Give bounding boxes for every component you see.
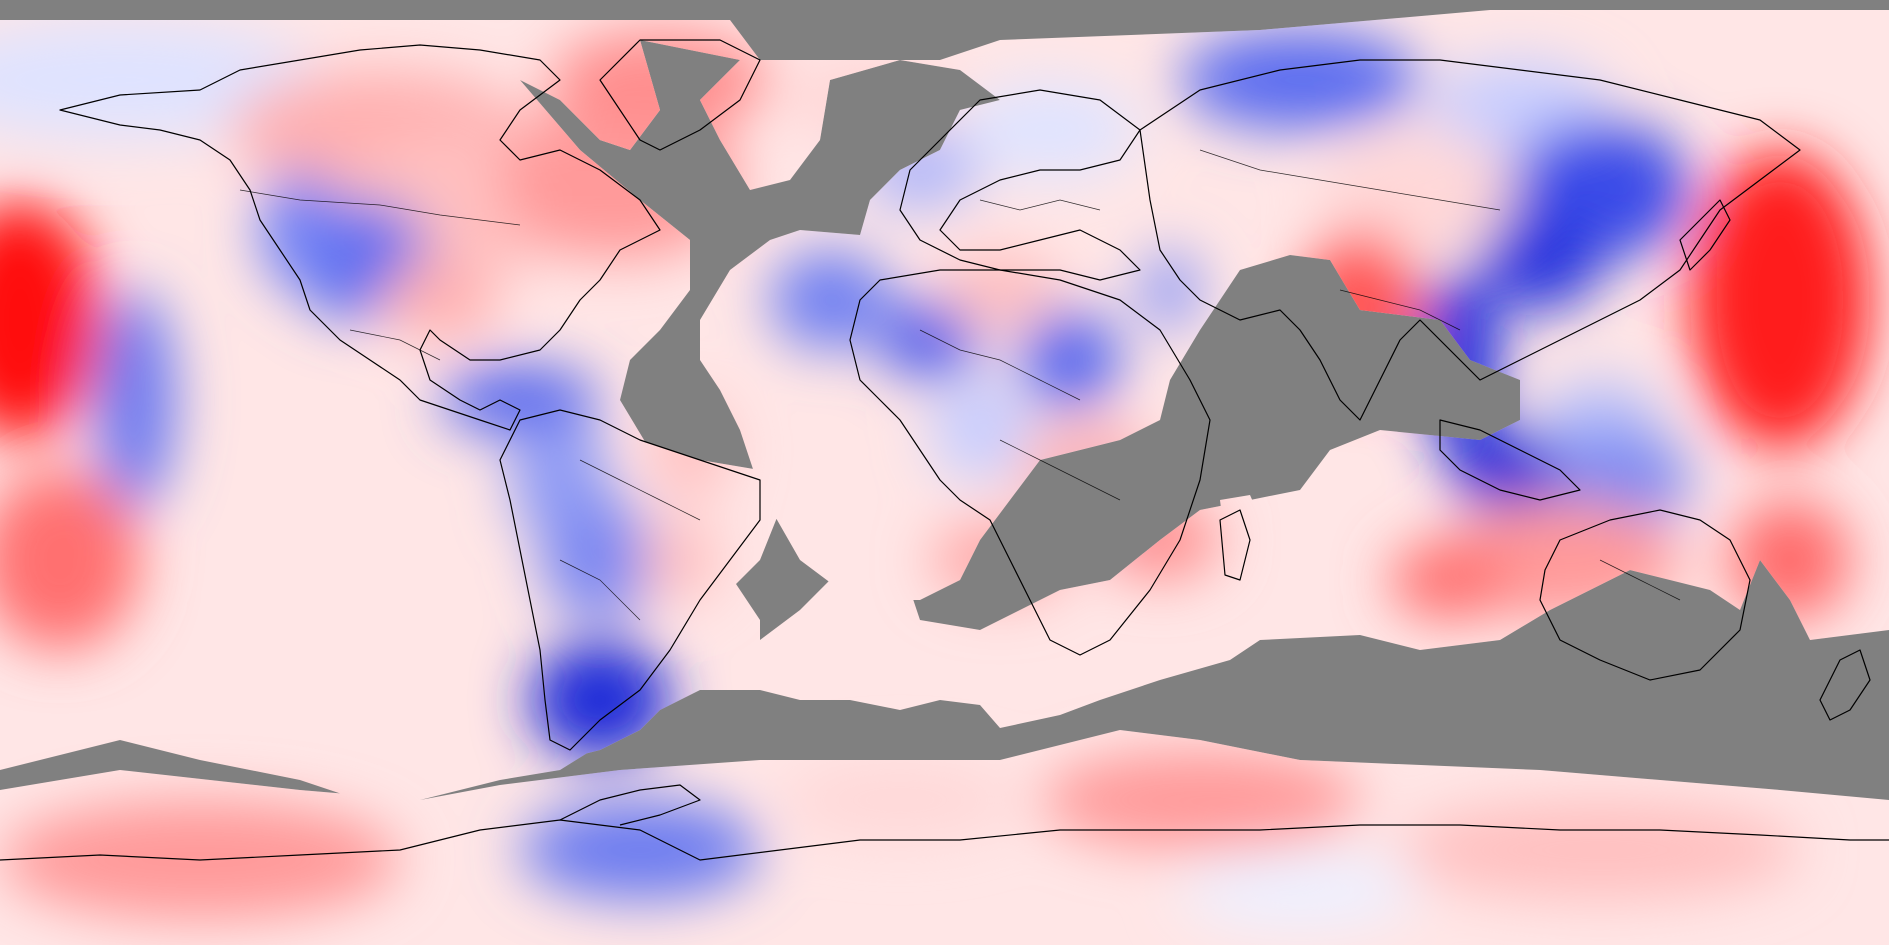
- coast-australia: [1539, 509, 1751, 681]
- coast-africa: [849, 269, 1211, 656]
- coast-greenland: [599, 39, 761, 151]
- country-borders: [239, 149, 1681, 621]
- coastlines: [0, 39, 1889, 861]
- coast-southeast-asia: [1439, 419, 1581, 501]
- coast-madagascar: [1219, 509, 1251, 581]
- coast-south-america: [499, 409, 761, 751]
- coast-antarctica: [0, 819, 1889, 861]
- coast-asia: [1139, 59, 1801, 421]
- coast-north-america: [59, 44, 661, 431]
- coast-europe: [899, 89, 1141, 281]
- coast-antarctic-peninsula: [559, 784, 701, 826]
- coast-new-zealand: [1819, 649, 1871, 721]
- coast-japan: [1679, 199, 1731, 271]
